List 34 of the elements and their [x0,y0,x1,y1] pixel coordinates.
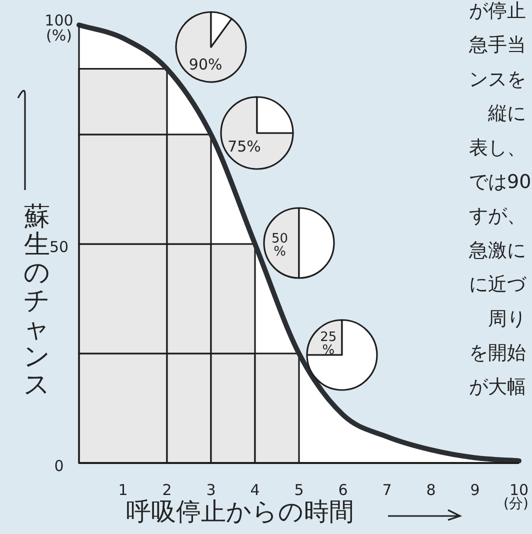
data-label: 90% [188,56,222,74]
annotation: 縦に [469,102,526,125]
y-axis-title: 蘇生のチャンス [24,202,50,400]
y-tick-label: 50 [49,238,69,256]
data-label: 75% [228,138,261,156]
text: が停止 [469,0,526,22]
y-tick-label: 0 [54,457,64,475]
annotation: が大幅 [469,376,526,398]
x-tick-label: 6 [338,481,348,499]
text: (分) [504,496,528,512]
annotation: 急激に [468,239,526,262]
data-label: 50 % [271,232,288,260]
y-tick-label: 100 (%) [44,12,74,44]
data-label: 25 % [320,330,337,358]
x-tick-label: 7 [382,481,392,499]
x-tick-label: 1 [118,481,128,499]
x-tick-label: 8 [426,481,436,499]
pie-slice [220,96,294,170]
x-tick-label: 9 [470,481,480,499]
x-tick-label: 4 [250,481,260,499]
pie-slice [306,319,378,391]
x-tick-label: 3 [206,481,216,499]
annotation: 表し、 [469,136,526,159]
annotation: ンスを [469,68,526,90]
x-tick-label: 5 [294,481,304,499]
annotation: では90 [469,171,532,193]
annotation: を開始 [469,342,526,364]
annotation: すが、 [469,205,526,228]
annotation: に近づ [469,274,527,296]
x-tick-label: 2 [162,481,172,499]
x-axis-title: 呼吸停止からの時間 [126,497,354,526]
pie-slice [175,11,247,83]
annotation: 急手当 [468,34,526,56]
annotation: 周り [469,308,526,330]
